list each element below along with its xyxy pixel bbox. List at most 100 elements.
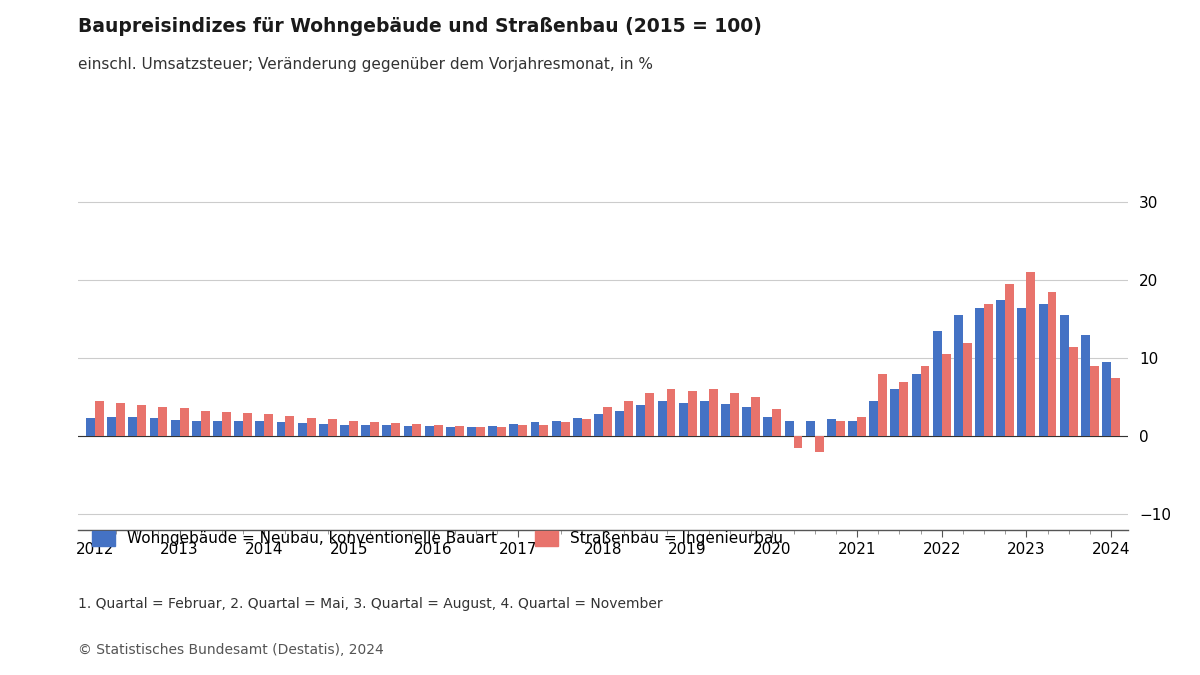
Bar [827,419,836,436]
Bar [488,426,497,436]
Bar [244,413,252,436]
Bar [150,418,158,436]
Bar [984,304,992,436]
Legend: Wohngebäude = Neubau, konventionelle Bauart, Straßenbau = Ingenieurbau: Wohngebäude = Neubau, konventionelle Bau… [85,524,790,553]
Bar [785,421,793,436]
Bar [932,331,942,436]
Bar [455,426,463,436]
Bar [497,427,506,436]
Bar [679,403,688,436]
Text: ©️ Statistisches Bundesamt (Destatis), 2024: ©️ Statistisches Bundesamt (Destatis), 2… [78,643,384,657]
Bar [1048,292,1056,436]
Bar [666,389,676,436]
Bar [361,425,370,436]
Bar [286,416,294,436]
Bar [391,423,400,436]
Bar [890,389,899,436]
Bar [467,427,476,436]
Bar [86,418,95,436]
Bar [256,421,264,436]
Bar [540,425,548,436]
Bar [646,394,654,436]
Bar [962,343,972,436]
Bar [942,354,950,436]
Bar [624,401,634,436]
Bar [920,366,930,436]
Bar [1026,273,1036,436]
Bar [307,418,316,436]
Bar [298,423,307,436]
Bar [560,423,570,436]
Bar [582,419,590,436]
Bar [604,406,612,436]
Bar [743,406,751,436]
Bar [340,425,349,436]
Bar [1069,346,1078,436]
Bar [878,374,887,436]
Bar [899,381,908,436]
Bar [476,427,485,436]
Bar [107,416,116,436]
Bar [530,423,540,436]
Bar [1039,304,1048,436]
Bar [793,436,803,448]
Bar [510,424,518,436]
Bar [370,423,379,436]
Bar [95,401,104,436]
Bar [1102,362,1111,436]
Bar [869,401,878,436]
Bar [158,406,167,436]
Text: Baupreisindizes für Wohngebäude und Straßenbau (2015 = 100): Baupreisindizes für Wohngebäude und Stra… [78,17,762,36]
Bar [954,315,962,436]
Bar [328,419,337,436]
Bar [658,401,666,436]
Bar [319,424,328,436]
Text: einschl. Umsatzsteuer; Veränderung gegenüber dem Vorjahresmonat, in %: einschl. Umsatzsteuer; Veränderung gegen… [78,57,653,72]
Bar [976,308,984,436]
Bar [1081,335,1090,436]
Bar [1111,378,1120,436]
Bar [116,403,125,436]
Bar [1090,366,1099,436]
Bar [815,436,823,452]
Bar [912,374,920,436]
Bar [721,404,730,436]
Bar [996,300,1006,436]
Bar [688,391,696,436]
Bar [170,420,180,436]
Bar [1006,284,1014,436]
Bar [137,405,146,436]
Bar [616,410,624,436]
Bar [636,405,646,436]
Bar [730,394,739,436]
Bar [403,426,413,436]
Bar [806,421,815,436]
Bar [383,425,391,436]
Bar [128,416,137,436]
Bar [751,398,760,436]
Bar [1018,308,1026,436]
Bar [700,401,709,436]
Bar [214,421,222,436]
Bar [763,416,773,436]
Bar [234,421,244,436]
Bar [276,423,286,436]
Bar [433,425,443,436]
Bar [709,389,718,436]
Bar [572,418,582,436]
Bar [446,427,455,436]
Bar [425,426,433,436]
Bar [192,421,200,436]
Bar [349,421,358,436]
Bar [773,409,781,436]
Bar [1060,315,1069,436]
Bar [180,408,188,436]
Bar [836,421,845,436]
Bar [222,412,230,436]
Bar [413,424,421,436]
Text: 1. Quartal = Februar, 2. Quartal = Mai, 3. Quartal = August, 4. Quartal = Novemb: 1. Quartal = Februar, 2. Quartal = Mai, … [78,597,662,612]
Bar [848,421,857,436]
Bar [552,421,560,436]
Bar [200,410,210,436]
Bar [594,414,604,436]
